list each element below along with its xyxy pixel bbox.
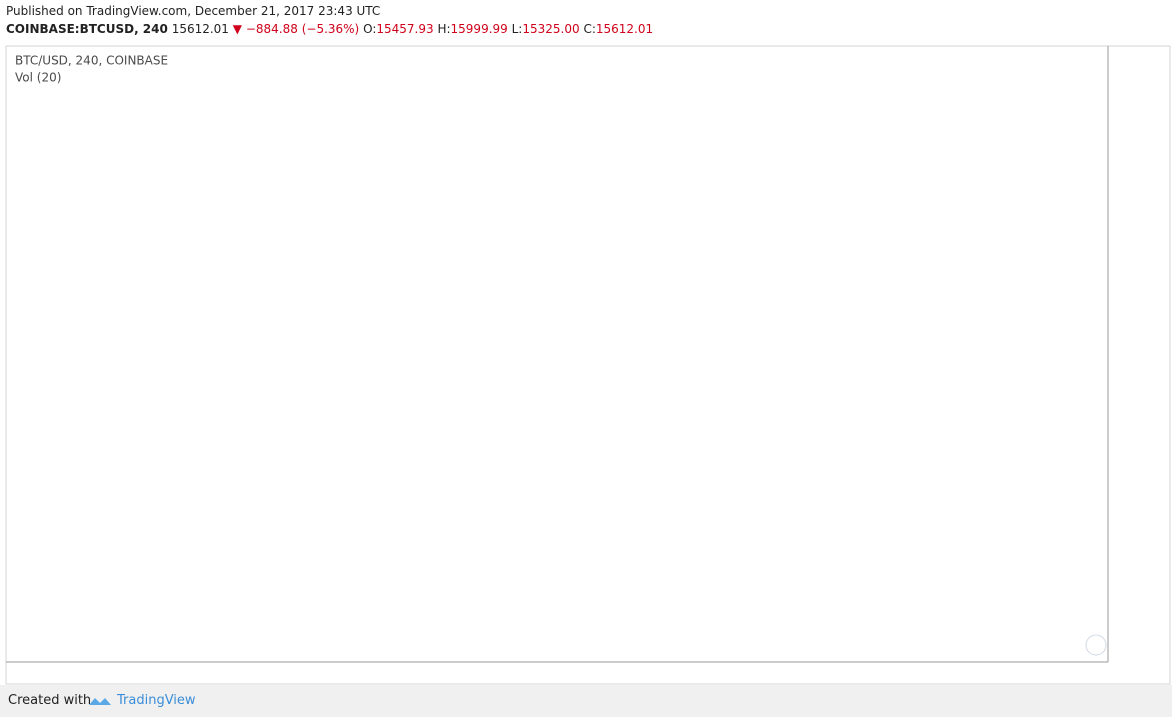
footer: Created with TradingView [0,685,1172,717]
created-with: Created with [8,693,92,708]
h: 15999.99 [450,22,508,36]
symbol-line: COINBASE:BTCUSD, 240 15612.01 ▼ −884.88 … [6,22,653,36]
h-label: H: [437,22,451,36]
l-label: L: [511,22,523,36]
chart-title: BTC/USD, 240, COINBASE [15,54,168,68]
symbol: COINBASE:BTCUSD, 240 [6,22,168,36]
l: 15325.00 [522,22,580,36]
frame [5,45,1171,685]
published-line: Published on TradingView.com, December 2… [6,4,381,18]
change: −884.88 (−5.36%) [245,22,360,36]
arrow: ▼ [232,22,243,36]
brand-logo [89,698,111,705]
o-label: O: [363,22,377,36]
logo-badge [1085,634,1107,656]
last: 15612.01 [171,22,229,36]
brand: TradingView [117,693,196,708]
volume-label: Vol (20) [15,71,61,85]
o: 15457.93 [376,22,434,36]
c-label: C: [583,22,596,36]
c: 15612.01 [595,22,654,36]
chart: BTC/USD, 240, COINBASE Vol (20) [5,45,1171,685]
